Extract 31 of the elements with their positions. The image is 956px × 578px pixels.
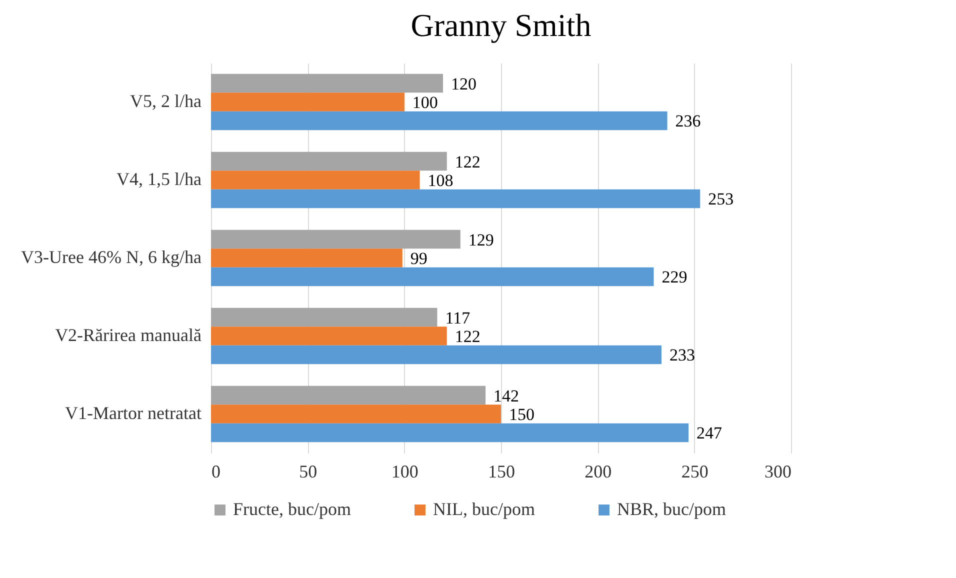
data-label: 233 (669, 346, 695, 365)
x-tick-label: 100 (391, 462, 418, 482)
x-tick-label: 50 (299, 462, 318, 482)
data-label: 120 (451, 74, 476, 94)
y-tick-label: V3-Uree 46% N, 6 kg/ha (21, 247, 202, 267)
data-label: 129 (468, 230, 494, 250)
data-label: 117 (445, 308, 471, 328)
data-label: 142 (494, 386, 520, 406)
data-label: 122 (454, 327, 480, 346)
legend-label: NIL, buc/pom (433, 499, 535, 519)
data-label: 229 (662, 268, 688, 287)
data-label: 253 (708, 190, 734, 209)
y-tick-label: V4, 1,5 l/ha (116, 169, 202, 189)
legend-label: Fructe, buc/pom (233, 499, 351, 519)
data-label: 99 (410, 249, 428, 268)
chart-title: Granny Smith (410, 7, 592, 43)
x-tick-label: 250 (681, 462, 708, 482)
x-tick-label: 200 (584, 462, 612, 482)
data-label: 247 (696, 424, 723, 443)
x-tick-label: 150 (488, 462, 515, 482)
data-label: 122 (454, 152, 480, 172)
x-tick-label: 300 (764, 462, 792, 482)
data-label: 150 (509, 405, 534, 424)
y-tick-label: V5, 2 l/ha (130, 91, 202, 111)
data-label: 236 (675, 112, 701, 131)
data-label: 100 (412, 93, 438, 112)
y-tick-label: V1-Martor netratat (65, 403, 202, 423)
y-tick-label: V2-Rărirea manuală (55, 325, 202, 345)
legend-label: NBR, buc/pom (617, 499, 726, 519)
data-label: 108 (428, 171, 454, 190)
x-tick-label: 0 (212, 462, 220, 482)
